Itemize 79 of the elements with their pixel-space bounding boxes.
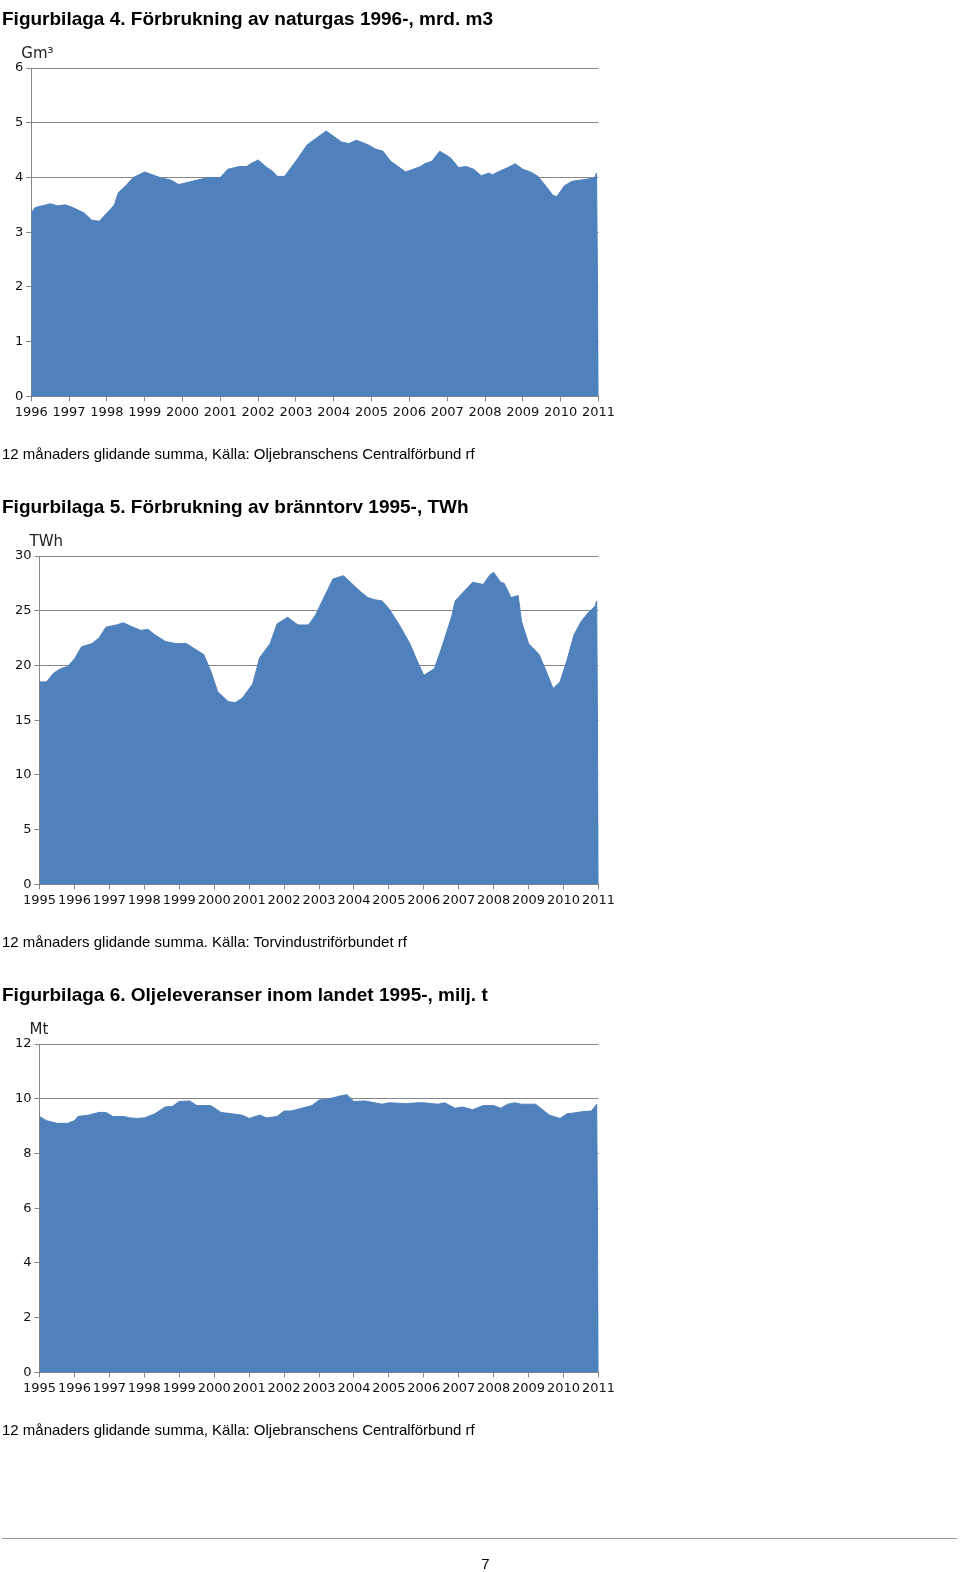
- x-tick-label: 2011: [581, 891, 615, 907]
- y-tick-label: 5: [23, 821, 32, 837]
- x-tick-label: 2004: [317, 403, 351, 419]
- x-tick-label: 2006: [392, 403, 426, 419]
- x-tick-label: 1995: [23, 891, 57, 907]
- y-tick-label: 20: [15, 656, 32, 672]
- x-tick-label: 2007: [442, 891, 476, 907]
- x-tick-label: 2000: [165, 403, 200, 419]
- x-tick-label: 2008: [477, 1379, 511, 1395]
- x-tick-label: 1996: [57, 891, 92, 907]
- y-tick-label: 25: [15, 602, 32, 618]
- x-tick-label: 1998: [127, 1379, 161, 1395]
- x-tick-label: 2005: [355, 403, 389, 419]
- y-tick-label: 8: [23, 1144, 32, 1160]
- x-tick-label: 2007: [430, 403, 464, 419]
- x-tick-label: 2009: [506, 403, 540, 419]
- x-tick-label: 2002: [267, 1379, 301, 1395]
- y-axis-title: Gm³: [21, 44, 54, 63]
- y-tick-label: 4: [14, 168, 24, 184]
- x-tick-label: 2003: [302, 1379, 336, 1395]
- x-tick-label: 2001: [232, 891, 266, 907]
- chart-title: Figurbilaga 6. Oljeleveranser inom landet 1995-, milj. t: [2, 984, 489, 1006]
- x-tick-label: 2001: [232, 1379, 266, 1395]
- text: 12 månaders glidande summa, Källa: Oljebranschens Centralförbund rf: [2, 445, 476, 462]
- x-tick-label: 2010: [546, 891, 581, 907]
- x-tick-label: 2003: [279, 403, 313, 419]
- y-tick-label: 10: [15, 1090, 32, 1106]
- y-tick-label: 6: [23, 1199, 32, 1215]
- y-axis-title: Mt: [29, 1020, 49, 1039]
- x-tick-label: 1998: [127, 891, 161, 907]
- x-tick-label: 1996: [14, 403, 48, 419]
- x-tick-label: 2000: [197, 891, 231, 907]
- y-tick-label: 10: [15, 766, 32, 782]
- x-tick-label: 2002: [241, 403, 275, 419]
- x-tick-label: 2009: [512, 1379, 546, 1395]
- y-tick-label: 0: [14, 387, 24, 403]
- x-tick-label: 2009: [512, 891, 546, 907]
- x-tick-label: 2008: [477, 891, 511, 907]
- y-tick-label: 6: [14, 59, 24, 75]
- y-tick-label: 3: [14, 223, 24, 239]
- y-tick-label: 0: [23, 1363, 32, 1379]
- chart-title: Figurbilaga 4. Förbrukning av naturgas 1996-, mrd. m3: [2, 8, 494, 30]
- x-tick-label: 2005: [372, 1379, 406, 1395]
- x-tick-label: 2011: [581, 1379, 615, 1395]
- chart-title: Figurbilaga 5. Förbrukning av bränntorv 1995-, TWh: [2, 496, 470, 518]
- y-tick-label: 2: [23, 1309, 32, 1325]
- y-tick-label: 0: [23, 875, 32, 891]
- x-tick-label: 1996: [57, 1379, 92, 1395]
- x-tick-label: 1999: [162, 1379, 196, 1395]
- y-tick-label: 15: [15, 711, 32, 727]
- x-tick-label: 2004: [337, 891, 371, 907]
- x-tick-label: 2011: [581, 403, 615, 419]
- x-tick-label: 1997: [92, 1379, 126, 1395]
- x-tick-label: 2003: [302, 891, 336, 907]
- text: 7: [480, 1555, 491, 1572]
- y-tick-label: 1: [14, 333, 24, 349]
- x-tick-label: 2002: [267, 891, 301, 907]
- y-tick-label: 12: [15, 1035, 32, 1051]
- x-tick-label: 2006: [407, 1379, 441, 1395]
- x-tick-label: 2005: [372, 891, 406, 907]
- x-tick-label: 2008: [468, 403, 502, 419]
- text: 12 månaders glidande summa. Källa: Torvindustriförbundet rf: [2, 933, 408, 950]
- x-tick-label: 1995: [23, 1379, 57, 1395]
- x-tick-label: 1997: [52, 403, 86, 419]
- x-tick-label: 2000: [197, 1379, 231, 1395]
- x-tick-label: 1999: [128, 403, 162, 419]
- y-tick-label: 5: [14, 114, 24, 130]
- x-tick-label: 2010: [546, 1379, 581, 1395]
- x-tick-label: 2004: [337, 1379, 371, 1395]
- x-tick-label: 2010: [544, 403, 578, 419]
- x-tick-label: 1999: [162, 891, 196, 907]
- text: 12 månaders glidande summa, Källa: Oljebranschens Centralförbund rf: [2, 1421, 476, 1438]
- x-tick-label: 2001: [203, 403, 237, 419]
- x-tick-label: 1997: [92, 891, 126, 907]
- x-tick-label: 2006: [407, 891, 441, 907]
- x-tick-label: 2007: [442, 1379, 476, 1395]
- y-tick-label: 4: [23, 1254, 32, 1270]
- x-tick-label: 1998: [90, 403, 124, 419]
- y-tick-label: 2: [14, 278, 24, 294]
